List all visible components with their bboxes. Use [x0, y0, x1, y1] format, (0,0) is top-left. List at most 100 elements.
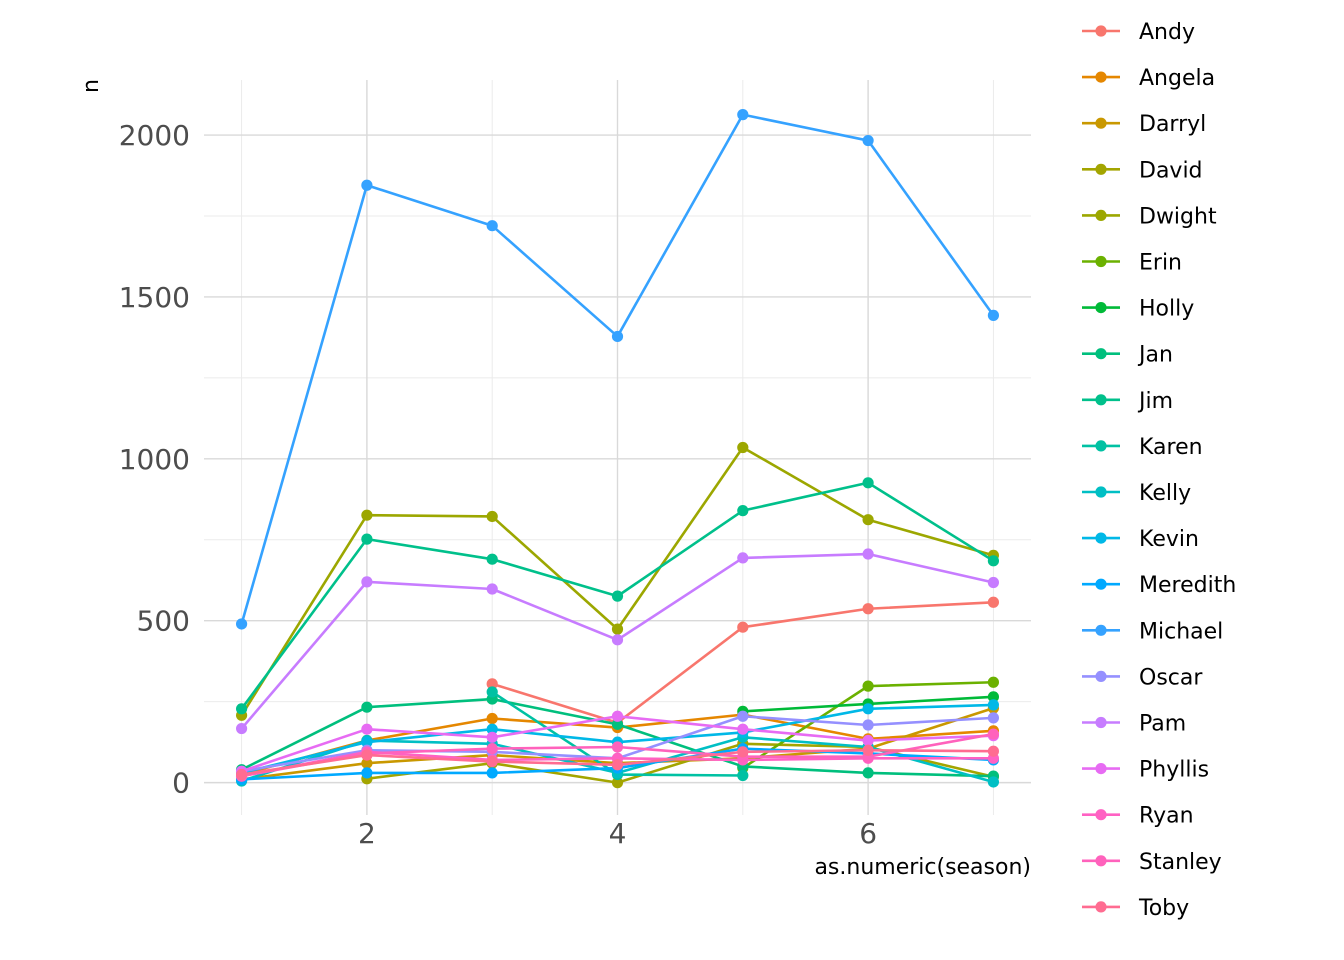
legend-item-dwight: Dwight — [1082, 204, 1217, 229]
legend-key-point — [1095, 901, 1107, 913]
legend-key-point — [1095, 578, 1107, 590]
data-point — [486, 767, 498, 779]
data-point — [486, 553, 498, 565]
data-point — [987, 555, 1000, 567]
legend-label: Kevin — [1139, 527, 1199, 552]
data-point — [862, 477, 874, 489]
legend-label: Kelly — [1139, 481, 1191, 506]
data-point — [737, 621, 749, 633]
data-point — [987, 728, 1000, 740]
legend-label: Michael — [1139, 619, 1223, 644]
x-tick-label: 2 — [358, 817, 376, 850]
data-point — [862, 744, 874, 756]
data-point — [235, 703, 248, 715]
data-point — [235, 722, 248, 735]
plot-series — [235, 109, 1000, 789]
data-point — [486, 583, 498, 595]
legend-item-kevin: Kevin — [1082, 527, 1199, 552]
series-pam — [235, 548, 1000, 735]
data-point — [486, 510, 498, 523]
data-point — [361, 179, 373, 191]
legend-key-point — [1095, 71, 1107, 83]
legend-item-pam: Pam — [1082, 712, 1186, 737]
legend-key-point — [1095, 163, 1107, 175]
data-point — [987, 691, 1000, 703]
legend-item-kelly: Kelly — [1082, 481, 1191, 506]
legend-key-point — [1095, 855, 1107, 867]
series-toby — [235, 744, 1000, 781]
data-point — [987, 596, 1000, 608]
data-point — [862, 603, 874, 615]
legend-key-point — [1095, 763, 1107, 775]
y-tick-label: 500 — [137, 605, 190, 638]
legend-label: Oscar — [1139, 665, 1203, 690]
legend-item-michael: Michael — [1082, 619, 1223, 644]
data-point — [611, 710, 624, 722]
data-point — [611, 759, 624, 771]
data-point — [486, 731, 498, 743]
data-point — [611, 623, 624, 635]
legend-item-oscar: Oscar — [1082, 665, 1203, 690]
legend-label: Phyllis — [1139, 758, 1209, 783]
data-point — [737, 710, 749, 722]
data-point — [235, 618, 248, 630]
data-point — [862, 548, 874, 560]
data-point — [361, 576, 373, 588]
legend-item-erin: Erin — [1082, 251, 1182, 276]
data-point — [737, 769, 749, 782]
x-axis-ticks: 2 4 6 — [358, 817, 877, 850]
legend-key-point — [1095, 532, 1107, 544]
legend-item-toby: Toby — [1082, 896, 1189, 921]
data-point — [486, 723, 498, 735]
legend-label: Angela — [1139, 66, 1215, 91]
legend-label: Toby — [1138, 896, 1189, 921]
data-point — [862, 703, 874, 715]
legend-key-point — [1095, 209, 1107, 221]
legend-key-point — [1095, 716, 1107, 729]
legend-key-point — [1095, 440, 1107, 452]
data-point — [737, 746, 749, 758]
legend-label: Erin — [1139, 251, 1182, 276]
data-point — [987, 712, 1000, 724]
data-point — [611, 330, 624, 343]
data-point — [862, 719, 874, 731]
legend-key-point — [1095, 670, 1107, 683]
legend-key-point — [1095, 486, 1107, 498]
data-point — [611, 718, 624, 730]
legend-key-point — [1095, 117, 1107, 129]
legend-label: Darryl — [1139, 112, 1206, 137]
legend-key-point — [1095, 25, 1107, 37]
data-point — [611, 777, 624, 789]
data-point — [862, 514, 874, 526]
series-jim — [235, 477, 1000, 715]
legend-item-stanley: Stanley — [1082, 850, 1222, 875]
data-point — [737, 552, 749, 564]
data-point — [361, 749, 373, 761]
x-axis-title: as.numeric(season) — [814, 855, 1031, 880]
data-point — [987, 309, 1000, 321]
legend-key-point — [1095, 624, 1107, 636]
data-point — [486, 678, 498, 690]
legend-label: Dwight — [1139, 204, 1217, 229]
data-point — [987, 745, 1000, 757]
legend-label: Jan — [1137, 343, 1173, 368]
series-michael — [235, 109, 1000, 630]
data-point — [235, 768, 248, 781]
data-point — [361, 767, 373, 779]
legend-label: Jim — [1137, 389, 1173, 414]
data-point — [862, 134, 874, 147]
data-point — [611, 634, 624, 646]
legend-label: Stanley — [1139, 850, 1222, 875]
legend: Andy Angela Darryl David Dwight Erin Holly Jan J… — [1082, 20, 1236, 921]
data-point — [361, 509, 373, 521]
data-point — [611, 590, 624, 602]
data-point — [361, 701, 373, 713]
x-tick-label: 4 — [609, 817, 627, 850]
data-point — [987, 676, 1000, 688]
y-tick-label: 1500 — [119, 281, 190, 314]
legend-item-holly: Holly — [1082, 297, 1194, 322]
data-point — [486, 712, 498, 725]
data-point — [737, 441, 749, 454]
legend-item-meredith: Meredith — [1082, 573, 1236, 598]
legend-key-point — [1095, 255, 1107, 268]
